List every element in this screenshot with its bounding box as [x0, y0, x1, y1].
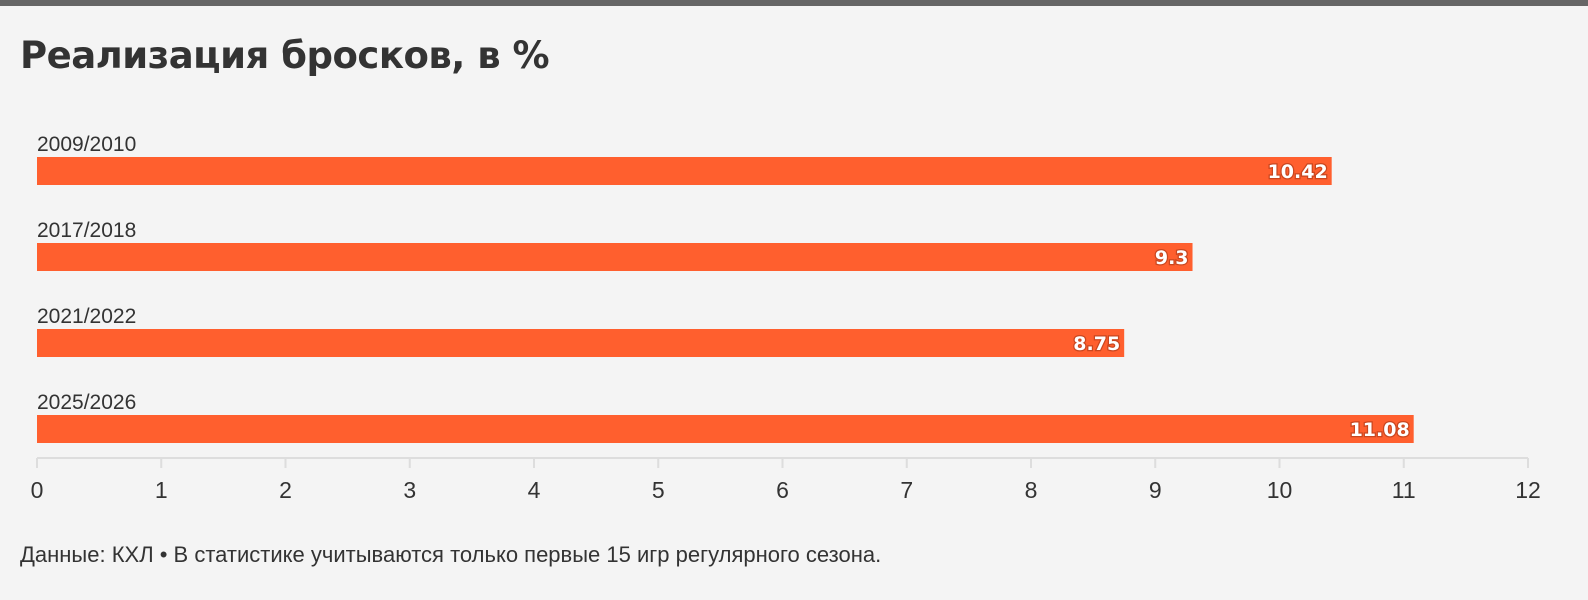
x-tick-label: 4	[528, 477, 541, 503]
bar-value-label: 10.42	[1268, 161, 1328, 183]
x-tick-label: 8	[1025, 477, 1038, 503]
x-tick-label: 10	[1267, 477, 1293, 503]
x-tick-label: 7	[900, 477, 913, 503]
x-tick-label: 0	[31, 477, 44, 503]
x-tick-label: 12	[1515, 477, 1541, 503]
chart-title: Реализация бросков, в %	[20, 34, 550, 77]
top-rule	[0, 0, 1588, 6]
bar	[37, 415, 1414, 443]
category-label: 2021/2022	[37, 305, 136, 328]
x-tick-label: 3	[403, 477, 416, 503]
x-tick-label: 5	[652, 477, 665, 503]
x-tick-label: 11	[1392, 477, 1416, 503]
x-tick-label: 6	[776, 477, 789, 503]
category-label: 2025/2026	[37, 391, 136, 414]
source-note: Данные: КХЛ • В статистике учитываются т…	[20, 542, 882, 567]
bar-value-label: 9.3	[1155, 247, 1189, 269]
bar	[37, 157, 1332, 185]
bar-value-label: 11.08	[1350, 419, 1410, 441]
bar-value-label: 8.75	[1073, 333, 1120, 355]
x-tick-label: 2	[279, 477, 292, 503]
bar	[37, 329, 1125, 357]
x-tick-label: 9	[1149, 477, 1162, 503]
bar	[37, 243, 1193, 271]
category-label: 2017/2018	[37, 219, 136, 242]
category-label: 2009/2010	[37, 133, 136, 156]
x-tick-label: 1	[155, 477, 168, 503]
